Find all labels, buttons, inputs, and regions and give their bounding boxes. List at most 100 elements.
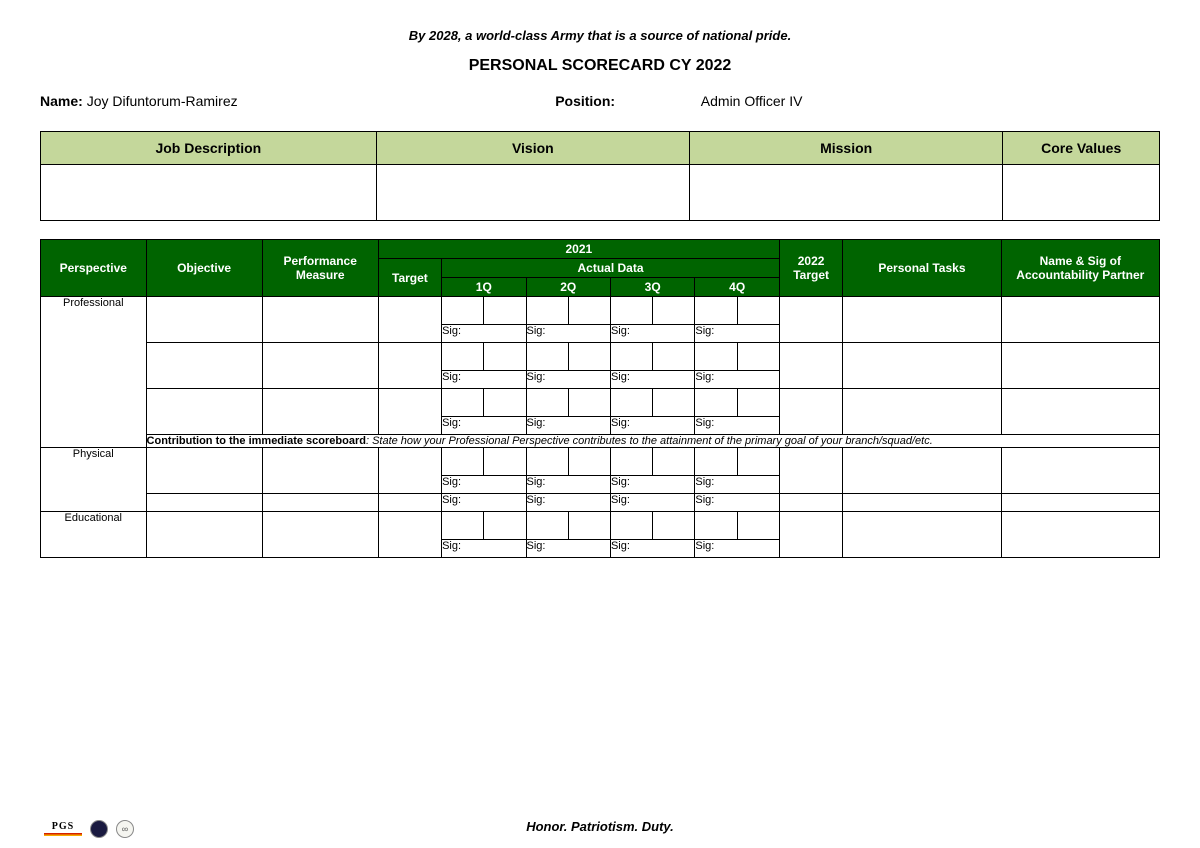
sig-cell: Sig: xyxy=(610,494,694,512)
q-data-cell xyxy=(568,512,610,540)
table-row: Educational xyxy=(41,512,1160,540)
sig-cell: Sig: xyxy=(442,540,526,558)
q-data-cell xyxy=(737,512,779,540)
sig-cell: Sig: xyxy=(695,540,780,558)
next-target-cell xyxy=(779,512,842,558)
q-data-cell xyxy=(695,297,737,325)
next-target-cell xyxy=(779,448,842,494)
tasks-cell xyxy=(843,343,1001,389)
measure-cell xyxy=(262,512,378,558)
hdr-actual: Actual Data xyxy=(442,259,780,278)
hdr-perspective: Perspective xyxy=(41,240,147,297)
q-data-cell xyxy=(737,343,779,371)
q-data-cell xyxy=(526,389,568,417)
perspective-label-educational: Educational xyxy=(41,512,147,558)
q-data-cell xyxy=(442,389,484,417)
objective-cell xyxy=(146,297,262,343)
footer-motto: Honor. Patriotism. Duty. xyxy=(0,819,1200,834)
document-title: PERSONAL SCORECARD CY 2022 xyxy=(40,57,1160,75)
q-data-cell xyxy=(442,297,484,325)
vision-statement: By 2028, a world-class Army that is a so… xyxy=(40,28,1160,43)
sig-cell: Sig: xyxy=(442,325,526,343)
sig-cell: Sig: xyxy=(610,325,694,343)
next-target-cell xyxy=(779,389,842,435)
table-row: Professional xyxy=(41,297,1160,325)
q-data-cell xyxy=(695,512,737,540)
sig-cell: Sig: xyxy=(695,494,780,512)
q-data-cell xyxy=(610,389,652,417)
desc-cell xyxy=(1003,165,1160,221)
q-data-cell xyxy=(442,448,484,476)
hdr-q2: 2Q xyxy=(526,278,610,297)
q-data-cell xyxy=(695,448,737,476)
hdr-measure: Performance Measure xyxy=(262,240,378,297)
q-data-cell xyxy=(610,343,652,371)
q-data-cell xyxy=(568,343,610,371)
q-data-cell xyxy=(526,512,568,540)
objective-cell xyxy=(146,343,262,389)
perspective-label-professional: Professional xyxy=(41,297,147,448)
partner-cell xyxy=(1001,448,1159,494)
q-data-cell xyxy=(653,343,695,371)
q-data-cell xyxy=(526,343,568,371)
q-data-cell xyxy=(653,512,695,540)
partner-cell xyxy=(1001,494,1159,512)
sig-cell: Sig: xyxy=(442,494,526,512)
q-data-cell xyxy=(610,512,652,540)
next-target-cell xyxy=(779,343,842,389)
sig-cell: Sig: xyxy=(526,494,610,512)
sig-cell: Sig: xyxy=(610,540,694,558)
desc-header-values: Core Values xyxy=(1003,132,1160,165)
q-data-cell xyxy=(610,297,652,325)
q-data-cell xyxy=(653,297,695,325)
perspective-label-physical: Physical xyxy=(41,448,147,512)
partner-cell xyxy=(1001,389,1159,435)
q-data-cell xyxy=(653,448,695,476)
q-data-cell xyxy=(484,389,526,417)
name-value: Joy Difuntorum-Ramirez xyxy=(87,93,238,109)
sig-cell: Sig: xyxy=(526,325,610,343)
q-data-cell xyxy=(695,389,737,417)
q-data-cell xyxy=(526,448,568,476)
q-data-cell xyxy=(737,389,779,417)
target-cell xyxy=(378,297,441,343)
hdr-q4: 4Q xyxy=(695,278,780,297)
q-data-cell xyxy=(526,297,568,325)
sig-cell: Sig: xyxy=(442,476,526,494)
objective-cell xyxy=(146,389,262,435)
measure-cell xyxy=(262,297,378,343)
desc-cell xyxy=(376,165,689,221)
sig-cell: Sig: xyxy=(610,476,694,494)
partner-cell xyxy=(1001,297,1159,343)
desc-cell xyxy=(41,165,377,221)
person-info-row: Name: Joy Difuntorum-Ramirez Position: A… xyxy=(40,93,1160,109)
objective-cell xyxy=(146,448,262,494)
target-cell xyxy=(378,448,441,494)
target-cell xyxy=(378,494,441,512)
sig-cell: Sig: xyxy=(526,476,610,494)
q-data-cell xyxy=(442,343,484,371)
q-data-cell xyxy=(737,448,779,476)
sig-cell: Sig: xyxy=(695,371,780,389)
sig-cell: Sig: xyxy=(610,371,694,389)
hdr-objective: Objective xyxy=(146,240,262,297)
tasks-cell xyxy=(843,297,1001,343)
table-row xyxy=(41,389,1160,417)
sig-cell: Sig: xyxy=(695,476,780,494)
desc-header-vision: Vision xyxy=(376,132,689,165)
score-header-row-1: Perspective Objective Performance Measur… xyxy=(41,240,1160,259)
q-data-cell xyxy=(484,512,526,540)
objective-cell xyxy=(146,494,262,512)
table-row xyxy=(41,343,1160,371)
q-data-cell xyxy=(484,343,526,371)
hdr-target: Target xyxy=(378,259,441,297)
next-target-cell xyxy=(779,494,842,512)
target-cell xyxy=(378,343,441,389)
tasks-cell xyxy=(843,494,1001,512)
tasks-cell xyxy=(843,448,1001,494)
q-data-cell xyxy=(653,389,695,417)
sig-cell: Sig: xyxy=(526,371,610,389)
partner-cell xyxy=(1001,343,1159,389)
sig-cell: Sig: xyxy=(695,417,780,435)
tasks-cell xyxy=(843,512,1001,558)
